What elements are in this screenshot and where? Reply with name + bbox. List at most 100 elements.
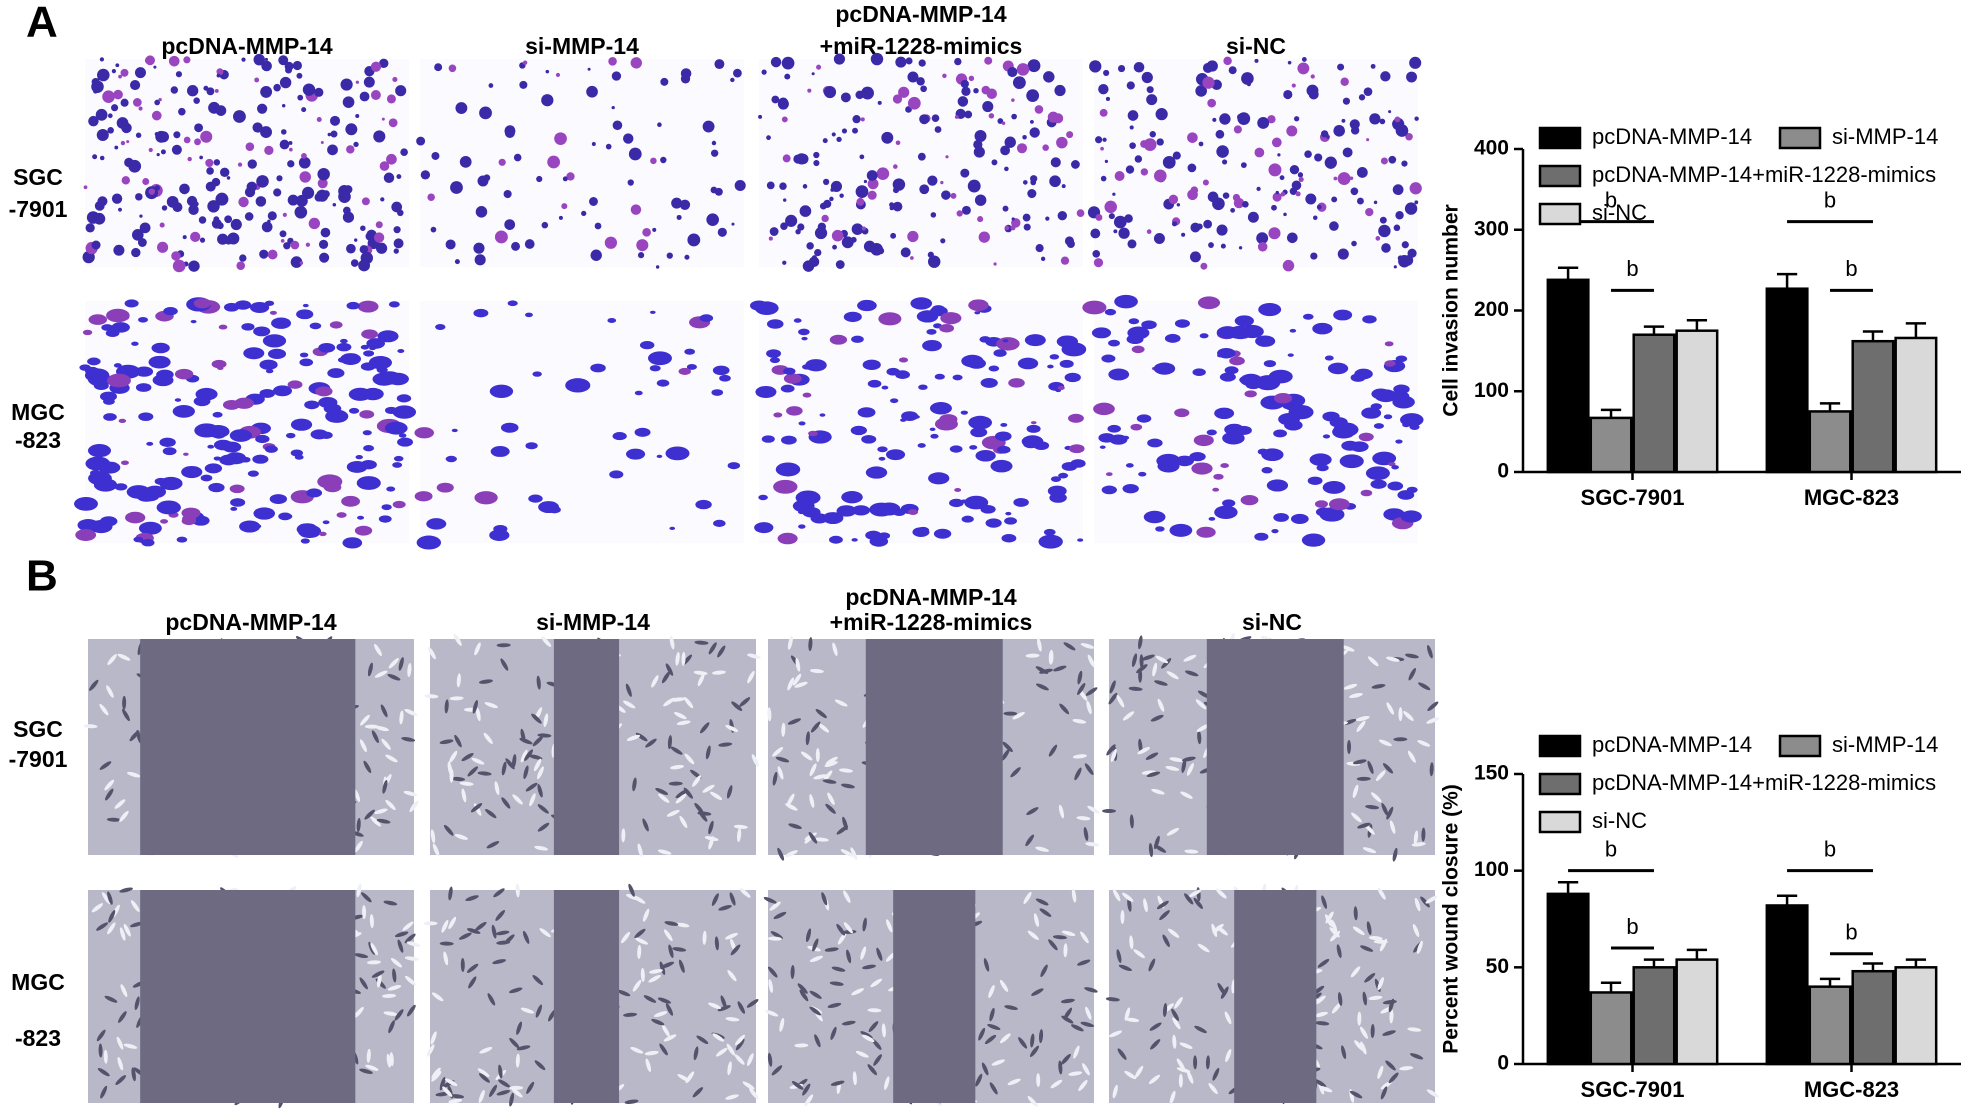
stain-dot [1131,345,1145,354]
stain-dot [984,56,993,65]
stain-dot [141,538,155,547]
cell [861,1034,875,1043]
cell [749,1087,759,1100]
stain-dot [867,379,882,388]
cell [479,679,493,684]
cell [406,941,421,947]
cell [651,675,659,688]
stain-dot [836,136,842,143]
cell [439,739,454,745]
cell [1193,1055,1198,1070]
stain-dot [355,114,360,119]
stain-dot [851,335,864,343]
stain-dot [1101,354,1116,363]
stain-dot [378,515,392,523]
cell [1134,1065,1144,1078]
stain-dot [384,406,398,415]
cell [1035,898,1049,906]
cell [1194,1025,1207,1034]
micrograph [88,883,421,1109]
stain-dot [160,149,166,155]
stain-dot [892,94,903,104]
cell [855,1050,869,1058]
stain-dot [144,485,167,499]
stain-dot [113,89,123,100]
stain-dot [1108,339,1120,347]
stain-dot [207,200,220,213]
stain-dot [200,474,213,482]
cell [1033,913,1040,927]
cell [431,992,444,1002]
cell [1025,834,1035,847]
cell [1116,949,1122,963]
cell [466,963,479,973]
micrograph [416,57,746,269]
cell [1341,1045,1347,1060]
stain-dot [296,309,314,320]
cell [365,1064,379,1071]
stain-dot [171,144,182,155]
stain-dot [1174,408,1190,418]
cell [1108,1030,1122,1038]
stain-dot [284,61,294,71]
stain-dot [182,514,196,523]
cell [1031,988,1044,996]
cell [1161,658,1172,669]
cell [442,1086,453,1097]
stain-dot [1093,258,1104,268]
stain-dot [860,117,865,122]
stain-dot [656,379,670,387]
stain-dot [356,476,381,490]
stain-dot [314,87,324,97]
bar [1632,966,1676,1066]
stain-dot [1099,445,1106,449]
cell [98,1043,103,1058]
stain-dot [1010,225,1016,231]
stain-dot [342,96,355,108]
cell [103,1049,108,1064]
stain-dot [769,357,781,364]
stain-dot [656,454,663,459]
stain-dot [82,329,93,336]
cell [383,900,398,906]
stain-dot [1297,172,1304,178]
cell [451,776,466,782]
cell [454,834,468,840]
stain-dot [973,146,985,158]
cell [824,947,839,952]
cell [837,932,847,945]
stain-dot [126,485,151,499]
stain-dot [138,521,162,535]
stain-dot [839,193,844,198]
cell [495,909,506,921]
stain-dot [950,192,957,199]
cell [479,1046,493,1054]
stain-dot [933,528,952,539]
stain-dot [797,223,805,231]
stain-dot [261,221,273,233]
stain-dot [1187,189,1198,200]
legend-swatch [1538,126,1582,150]
cell [712,670,726,675]
y-tick-label: 400 [1474,137,1509,160]
cell [684,753,695,765]
stain-dot [393,455,404,462]
micrograph [1082,294,1424,547]
stain-dot [139,222,151,234]
stain-dot [135,366,154,377]
cell [123,923,131,937]
cell [1074,767,1082,781]
stain-dot [1127,239,1137,249]
cell [119,927,126,941]
cell [1131,653,1138,667]
stain-dot [450,181,463,194]
stain-dot [612,432,627,441]
cell [509,1085,524,1090]
stain-dot [1409,56,1422,69]
stain-dot [1176,203,1181,207]
stain-dot [1212,117,1217,122]
cell [1048,744,1058,757]
cell [1357,822,1371,829]
cell [448,1098,463,1104]
stain-dot [374,232,385,243]
